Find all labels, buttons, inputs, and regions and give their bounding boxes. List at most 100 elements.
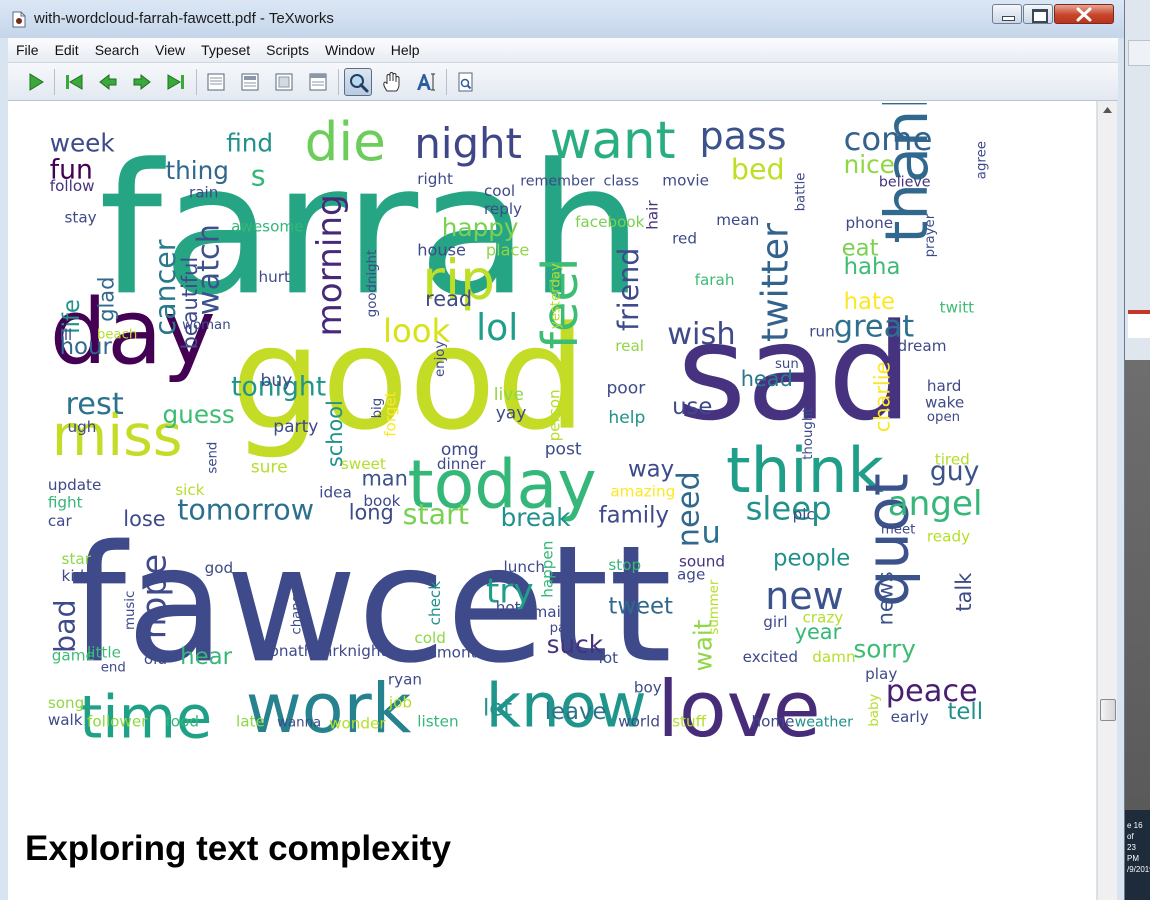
wordcloud-word-world: world: [618, 713, 660, 731]
wordcloud-word-little: little: [87, 644, 121, 662]
wordcloud-word-star: star: [62, 550, 92, 568]
select-text-tool-button[interactable]: [412, 68, 440, 96]
wordcloud-word-hair: hair: [643, 200, 661, 230]
wordcloud-word-s: s: [251, 160, 266, 193]
wordcloud-word-job: job: [388, 693, 412, 711]
wordcloud-word-pass: pass: [700, 114, 787, 158]
page-heading: Exploring text complexity: [25, 829, 451, 868]
wordcloud-word-omg: omg: [441, 440, 479, 460]
wordcloud-word-music: music: [123, 591, 138, 630]
wordcloud-word-feel: feel: [531, 258, 589, 350]
wordcloud-word-twitter: twitter: [755, 223, 797, 342]
wordcloud-word-guess: guess: [163, 400, 235, 429]
wordcloud-word-hear: hear: [180, 644, 232, 670]
minimize-button[interactable]: [992, 4, 1022, 24]
wordcloud-word-u: u: [702, 516, 721, 551]
maximize-button[interactable]: [1023, 4, 1053, 24]
previous-page-button[interactable]: [94, 68, 122, 96]
wordcloud-word-send: send: [205, 442, 220, 474]
wordcloud-word-damn: damn: [812, 648, 855, 666]
last-page-button[interactable]: [162, 68, 190, 96]
find-button[interactable]: [452, 68, 480, 96]
wordcloud-word-tomorrow: tomorrow: [177, 494, 314, 527]
wordcloud-word-believe: believe: [879, 175, 931, 191]
wordcloud-word-haha: haha: [844, 254, 901, 280]
menu-help[interactable]: Help: [390, 42, 420, 58]
wordcloud-word-girl: girl: [763, 613, 787, 631]
scroll-thumb[interactable]: [1100, 699, 1116, 721]
wordcloud-word-try: try: [486, 571, 534, 611]
scroll-tool-button[interactable]: [378, 68, 406, 96]
menu-scripts[interactable]: Scripts: [266, 42, 309, 58]
first-page-button[interactable]: [60, 68, 88, 96]
magnify-tool-button[interactable]: [344, 68, 372, 96]
wordcloud-word-work: work: [246, 670, 412, 749]
wordcloud-word-beach: beach: [97, 327, 138, 342]
toolbar-separator: [54, 69, 55, 95]
scroll-up-button[interactable]: [1098, 101, 1117, 119]
wordcloud-word-wish: wish: [667, 317, 735, 352]
next-page-button[interactable]: [128, 68, 156, 96]
wordcloud-word-amazing: amazing: [610, 483, 675, 501]
full-width-button[interactable]: [304, 68, 332, 96]
wordcloud-word-remember: remember: [520, 174, 595, 190]
wordcloud-word-great: great: [834, 310, 914, 345]
continuous-page-button[interactable]: [236, 68, 264, 96]
wordcloud-word-stay: stay: [65, 208, 97, 226]
wordcloud-word-ill: ill: [60, 326, 73, 344]
background-window-edge: [1128, 310, 1150, 338]
texworks-window: with-wordcloud-farrah-fawcett.pdf - TeXw…: [0, 0, 1125, 900]
wordcloud-word-live: live: [494, 385, 524, 405]
wordcloud-word-beautiful: beautiful: [178, 257, 202, 350]
close-button[interactable]: [1054, 4, 1114, 24]
wordcloud-word-hurt: hurt: [259, 268, 290, 286]
wordcloud-word-tell: tell: [947, 699, 983, 725]
wordcloud-word-walk: walk: [48, 711, 83, 729]
wordcloud-word-life: life: [59, 299, 85, 334]
find-icon: [458, 72, 473, 92]
wordcloud-word-email: email: [523, 603, 565, 621]
menu-view[interactable]: View: [155, 42, 186, 58]
wordcloud-word-wanna: wanna: [277, 716, 321, 731]
wordcloud-word-early: early: [891, 708, 929, 726]
wordcloud-word-bed: bed: [731, 153, 785, 186]
title-bar[interactable]: with-wordcloud-farrah-fawcett.pdf - TeXw…: [0, 0, 1124, 38]
toolbar-separator: [196, 69, 197, 95]
wordcloud-word-sleep: sleep: [746, 490, 832, 528]
wordcloud-word-quot: quot: [852, 473, 921, 607]
wordcloud-word-play: play: [865, 665, 897, 683]
wordcloud-word-wonder: wonder: [329, 714, 386, 732]
wordcloud-word-song: song: [48, 694, 84, 712]
toolbar-separator: [338, 69, 339, 95]
typeset-button[interactable]: [22, 68, 50, 96]
wordcloud-word-change: change: [290, 586, 305, 635]
menu-typeset[interactable]: Typeset: [201, 42, 251, 58]
double-page-button[interactable]: [270, 68, 298, 96]
wordcloud-word-think: think: [726, 434, 884, 507]
toolbar: [8, 63, 1118, 101]
wordcloud-word-sure: sure: [251, 458, 288, 478]
wordcloud-word-leave: leave: [545, 699, 607, 725]
close-icon: [1076, 7, 1092, 22]
wordcloud-word-stuff: stuff: [672, 713, 706, 731]
wordcloud-word-sad: sad: [677, 296, 912, 450]
wordcloud-word-idea: idea: [319, 484, 352, 502]
single-page-button[interactable]: [202, 68, 230, 96]
wordcloud-word-goodnight: goodnight: [365, 250, 380, 317]
pdf-page-view[interactable]: farrah good sad fawcett day miss today think wor…: [8, 101, 1096, 900]
menu-file[interactable]: File: [16, 42, 39, 58]
menu-search[interactable]: Search: [94, 42, 140, 58]
menu-edit[interactable]: Edit: [54, 42, 79, 58]
wordcloud-word-awesome: awesome: [231, 218, 303, 236]
wordcloud-word-phone: phone: [846, 214, 894, 232]
minimize-icon: [1002, 16, 1015, 21]
wordcloud-word-man: man: [361, 467, 407, 491]
wordcloud-word-ugh: ugh: [67, 418, 96, 436]
clock-line: /9/2019: [1127, 865, 1150, 874]
wordcloud-word-good: good: [231, 296, 586, 462]
wordcloud-word-news: news: [874, 571, 898, 625]
wordcloud-word-suck: suck: [547, 630, 604, 659]
menu-window[interactable]: Window: [324, 42, 375, 58]
vertical-scrollbar[interactable]: [1097, 101, 1117, 900]
